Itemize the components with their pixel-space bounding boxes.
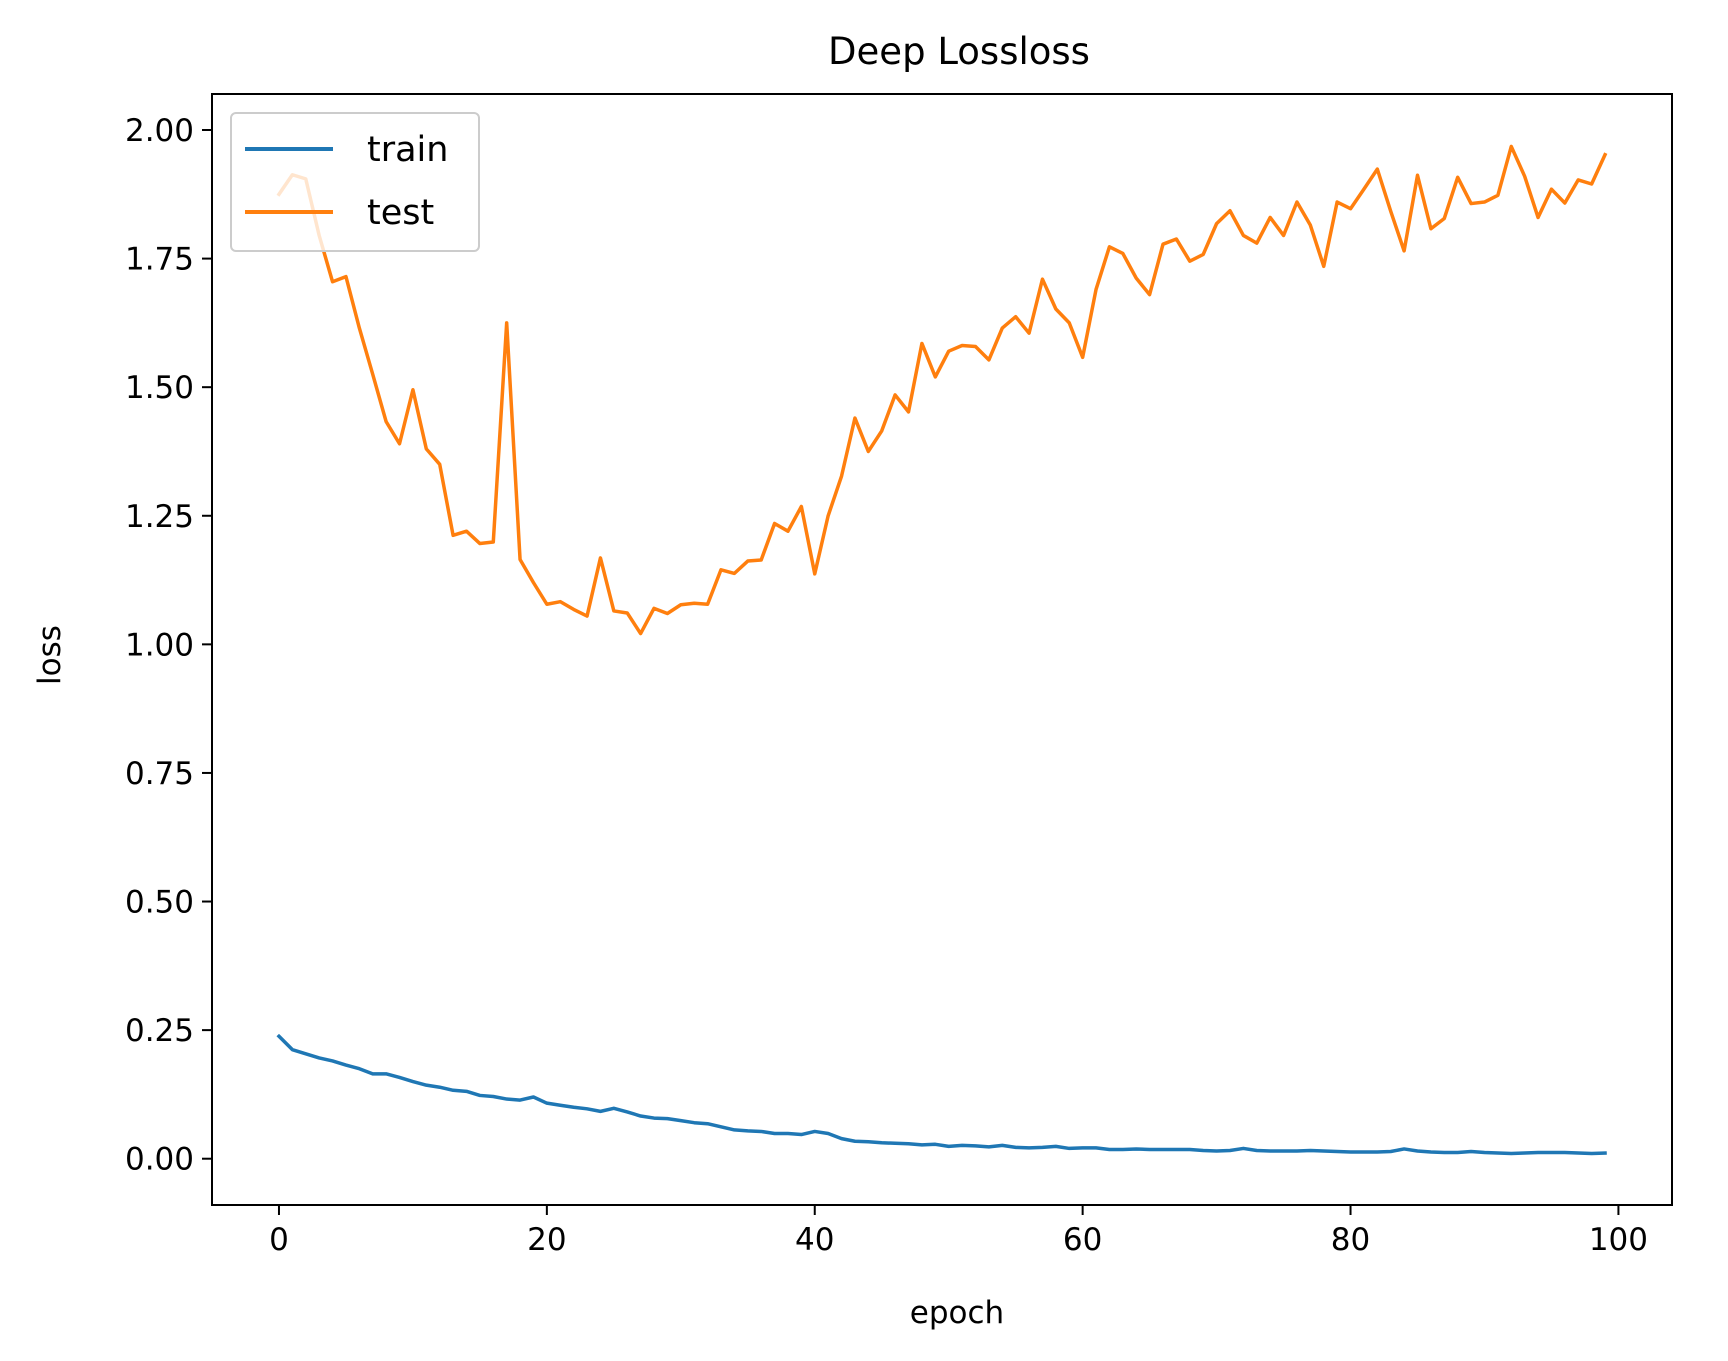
x-tick-label: 80 <box>1331 1222 1370 1258</box>
legend: train test <box>230 112 480 252</box>
legend-train-label: train <box>367 130 448 170</box>
x-tick-label: 20 <box>527 1222 566 1258</box>
plot-series-group <box>276 144 1608 1156</box>
y-tick-label: 1.50 <box>125 370 194 406</box>
y-tick-label: 0.75 <box>125 756 194 792</box>
x-tick-label: 40 <box>795 1222 834 1258</box>
x-tick-label: 100 <box>1589 1222 1648 1258</box>
y-tick-label: 0.50 <box>125 885 194 921</box>
y-tick-label: 0.25 <box>125 1013 194 1049</box>
y-tick-label: 1.25 <box>125 499 194 535</box>
y-tick-label: 1.00 <box>125 627 194 663</box>
plot-frame <box>211 93 1673 1206</box>
x-tick-label: 60 <box>1063 1222 1102 1258</box>
x-axis-label: epoch <box>910 1295 1004 1331</box>
legend-test-label: test <box>367 193 434 233</box>
series-line-test <box>276 144 1608 636</box>
y-tick-label: 0.00 <box>125 1142 194 1178</box>
y-axis-label: loss <box>32 625 68 685</box>
series-line-train <box>276 1033 1607 1156</box>
chart-title: Deep Lossloss <box>828 30 1090 73</box>
x-tick-label: 0 <box>269 1222 289 1258</box>
y-tick-label: 2.00 <box>125 113 194 149</box>
y-tick-label: 1.75 <box>125 242 194 278</box>
x-axis: 0 20 40 60 80 100 <box>269 1205 1648 1258</box>
y-axis: 0.00 0.25 0.50 0.75 1.00 1.25 1.50 1.75 2.00 <box>125 113 212 1178</box>
